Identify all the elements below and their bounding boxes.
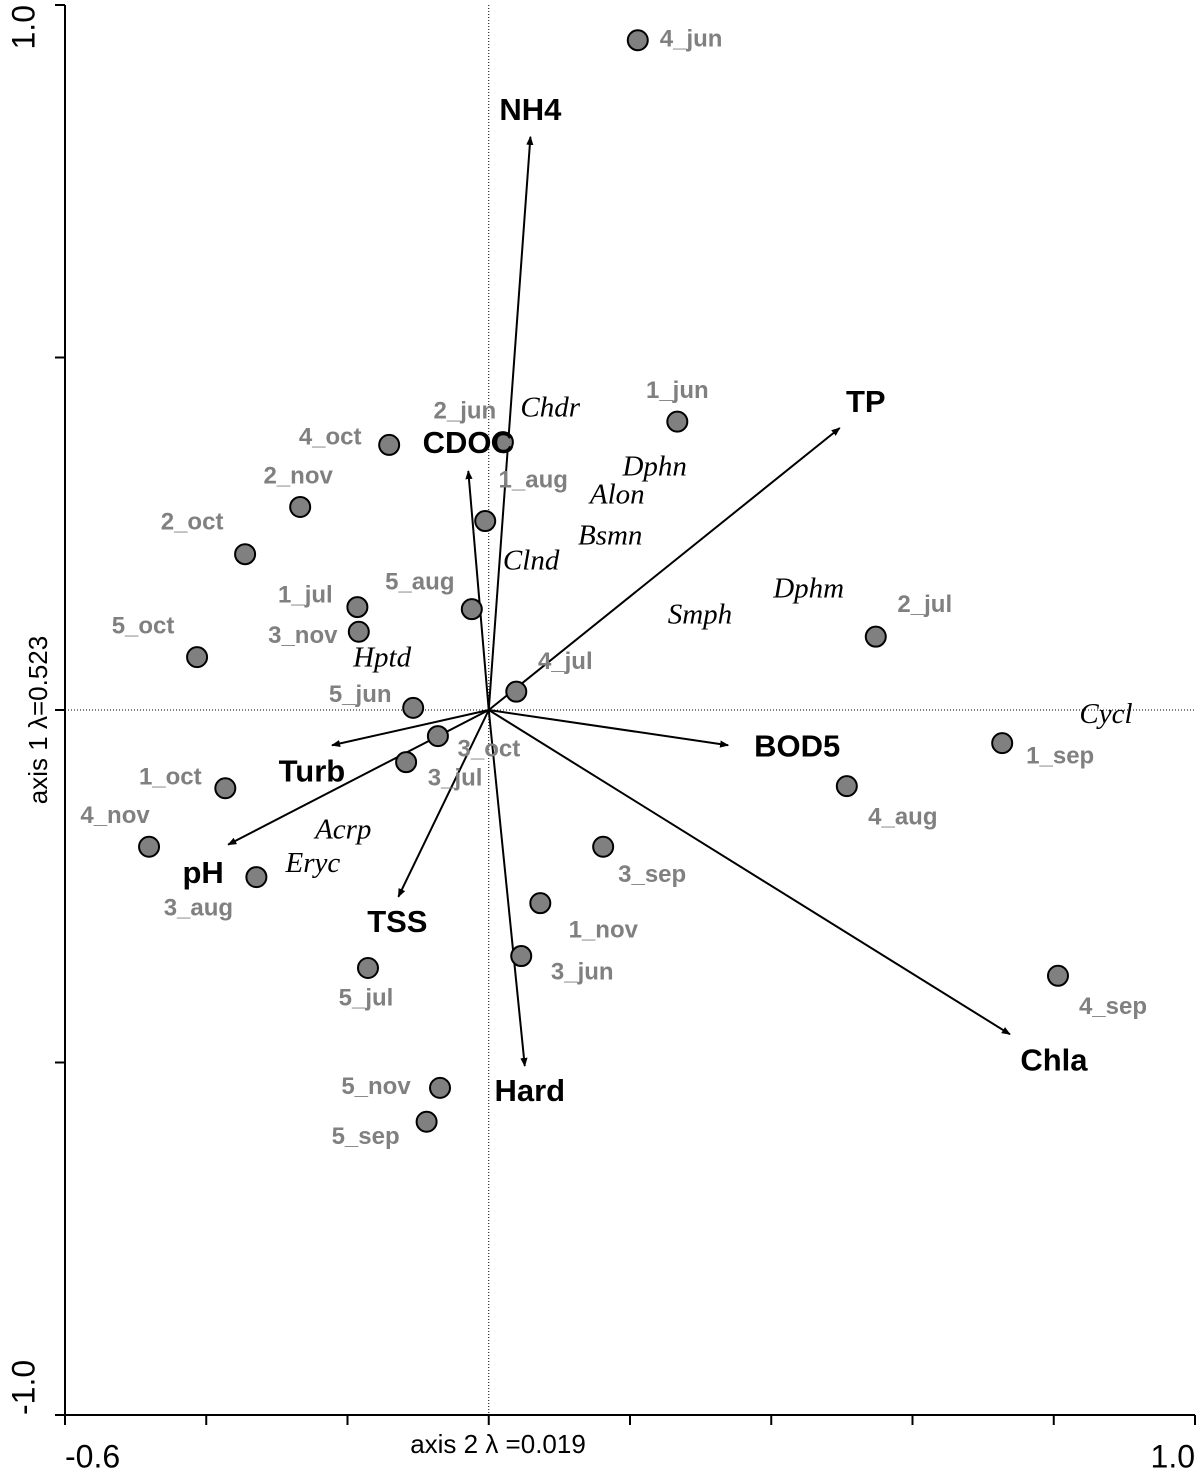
sample-label: 3_aug [164,894,233,921]
sample-point [402,696,425,719]
sample-label: 4_jul [538,648,593,675]
vector-arrow [465,470,490,711]
sample-point [505,680,528,703]
sample-label: 3_sep [618,861,686,888]
sample-label: 5_nov [341,1073,411,1100]
sample-label: 2_jul [897,591,952,618]
y-axis-title: axis 1 λ=0.523 [23,636,53,804]
vector-label: Turb [279,753,346,788]
sample-label: 1_jun [646,377,709,404]
y-tick-label: 1.0 [5,5,41,49]
sample-point [415,1110,438,1133]
sample-label: 4_oct [299,423,362,450]
sample-point [460,598,483,621]
sample-label: 3_jun [551,958,614,985]
sample-label: 5_jun [329,681,392,708]
species-label: Hptd [352,642,412,674]
sample-point [138,835,161,858]
sample-label: 4_jun [660,26,723,53]
sample-point [356,957,379,980]
sample-label: 2_jun [434,397,497,424]
vector-label: Chla [1020,1042,1088,1077]
sample-point [347,620,370,643]
sample-point [395,751,418,774]
vector-label: Hard [494,1073,565,1108]
sample-point [529,892,552,915]
sample-point [234,543,257,566]
sample-label: 5_jul [339,984,394,1011]
sample-label: 3_oct [458,735,521,762]
vector-label: NH4 [499,92,562,127]
species-label: Acrp [313,814,371,846]
species-label: Dphm [772,573,844,605]
sample-point [429,1076,452,1099]
sample-label: 4_aug [868,803,937,830]
species-label: Smph [668,599,732,631]
sample-point [426,725,449,748]
sample-point [835,775,858,798]
sample-point [474,510,497,533]
sample-point [186,646,209,669]
sample-point [510,945,533,968]
sample-point [289,495,312,518]
sample-label: 3_jul [428,765,483,792]
species-label: Cycl [1079,698,1132,730]
x-axis-title: axis 2 λ =0.019 [410,1429,586,1459]
x-tick-label: -0.6 [65,1438,120,1474]
vector-label: TP [846,384,886,419]
sample-label: 1_aug [499,466,568,493]
sample-point [214,777,237,800]
sample-label: 3_nov [268,622,338,649]
vector-arrow [488,709,730,748]
species-label: Chdr [520,391,580,423]
sample-label: 2_oct [161,509,224,536]
sample-label: 4_sep [1079,993,1147,1020]
sample-point [626,29,649,52]
sample-label: 2_nov [263,462,333,489]
vector-arrow [397,709,490,898]
sample-label: 5_oct [112,612,175,639]
sample-point [864,625,887,648]
species-label: Alon [588,479,645,511]
species-label: Clnd [503,544,560,576]
sample-point [1046,964,1069,987]
sample-point [592,835,615,858]
vector-arrow [487,709,528,1067]
sample-label: 1_sep [1026,742,1094,769]
vector-label: BOD5 [754,728,840,763]
sample-point [346,596,369,619]
species-label: Eryc [285,847,341,879]
species-label: Dphn [621,451,686,483]
sample-point [666,410,689,433]
vector-label: TSS [367,904,427,939]
sample-label: 4_nov [80,802,150,829]
sample-label: 1_oct [139,764,202,791]
sample-point [491,431,514,454]
vector-label: pH [182,855,223,890]
vector-arrow [488,427,841,711]
sample-label: 5_aug [385,569,454,596]
sample-label: 5_sep [332,1123,400,1150]
sample-label: 1_nov [569,917,639,944]
sample-point [378,433,401,456]
species-label: Bsmn [578,520,642,552]
vector-arrow [331,709,489,747]
x-tick-label: 1.0 [1151,1438,1195,1474]
vector-label: CDOC [423,425,514,460]
sample-label: 1_jul [278,581,333,608]
vector-arrow [487,135,534,711]
vector-arrow [488,709,1011,1036]
y-tick-label: -1.0 [5,1360,41,1415]
sample-point [245,866,268,889]
sample-point [991,732,1014,755]
